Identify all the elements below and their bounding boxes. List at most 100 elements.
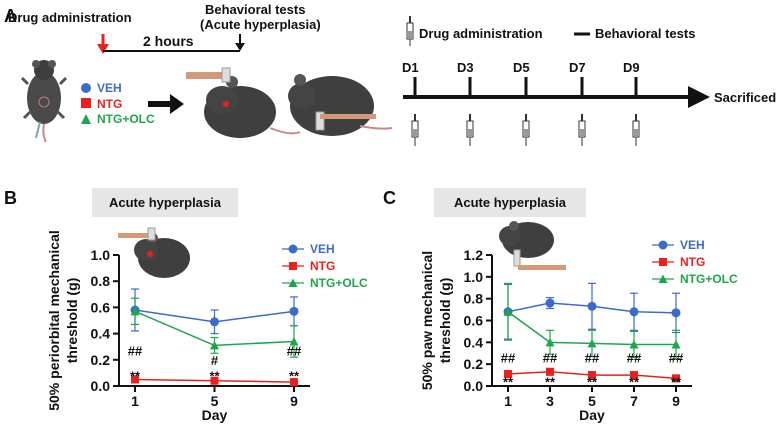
- legend-marker: [658, 274, 668, 283]
- y-axis-title: 50% paw mechanical threshold (g): [419, 251, 453, 390]
- syringe-icon: [406, 16, 414, 46]
- y-tick-label: 1.2: [464, 247, 484, 263]
- legend-marker: [659, 258, 667, 266]
- syringe-icon: [522, 114, 530, 146]
- end-arrow-head: [235, 43, 245, 51]
- y-axis-title-line1: 50% paw mechanical: [419, 251, 435, 390]
- group-legend: VEH NTG NTG+OLC: [81, 81, 155, 126]
- data-point: [587, 338, 597, 348]
- y-axis-title-line2: threshold (g): [437, 278, 453, 364]
- timeline-day-label: D9: [623, 60, 640, 75]
- syringe-icon: [411, 114, 419, 146]
- significance-label: **: [209, 369, 220, 384]
- significance-label: ##: [128, 344, 143, 359]
- significance-label: **: [629, 375, 640, 390]
- significance-label: **: [671, 375, 682, 390]
- arrow-right-icon: [148, 94, 184, 114]
- panel-b: B Acute hyperplasia 0.0 0.2 0.4 0.6 0.8 1.0 1 5…: [4, 188, 368, 423]
- y-tick-label: 0.0: [91, 378, 111, 394]
- x-tick-label: 5: [211, 393, 219, 409]
- series-ntg-olc: [503, 282, 681, 360]
- y-axis-title-line2: threshold (g): [64, 278, 80, 364]
- y-tick-label: 0.4: [464, 334, 484, 350]
- data-point: [210, 317, 219, 327]
- mouse-face-test-illustration: [186, 67, 301, 138]
- panel-c-banner: Acute hyperplasia: [454, 195, 567, 210]
- timeline-end-label: Sacrificed: [714, 90, 776, 105]
- significance-label: ##: [543, 351, 558, 366]
- timeline-day-label: D5: [513, 60, 530, 75]
- chart-b: 0.0 0.2 0.4 0.6 0.8 1.0 1 5 9 Day 50% periorbital …: [46, 230, 368, 423]
- drug-admin-label: Drug administration: [8, 10, 132, 25]
- y-tick-label: 0.6: [91, 299, 111, 315]
- panel-c-mouse-illustration: [499, 221, 566, 270]
- syringe-icon: [632, 114, 640, 146]
- interval-label: 2 hours: [143, 33, 194, 49]
- significance-label: **: [130, 369, 141, 384]
- data-point: [504, 369, 512, 378]
- start-arrow-head: [97, 44, 109, 54]
- y-tick-label: 0.6: [464, 313, 484, 329]
- legend-label: NTG+OLC: [680, 272, 738, 286]
- legend-marker: [288, 244, 298, 254]
- data-point: [130, 306, 140, 316]
- panel-c-banner-bg: [434, 188, 586, 217]
- panel-b-letter: B: [4, 188, 17, 208]
- syringe-icon: [578, 114, 586, 146]
- legend-veh: VEH: [97, 81, 122, 95]
- significance-label: **: [503, 375, 514, 390]
- y-tick-label: 0.8: [464, 291, 484, 307]
- syringe-icon: [466, 114, 474, 146]
- timeline-legend-drug: Drug administration: [419, 26, 543, 41]
- legend-marker: [288, 278, 298, 287]
- legend-label: NTG+OLC: [310, 276, 368, 290]
- data-point: [629, 307, 639, 317]
- legend-marker-ntg-olc: [81, 114, 91, 124]
- significance-label: ##: [669, 351, 684, 366]
- panel-b-mouse-illustration: [118, 227, 190, 278]
- behavioral-label-line1: Behavioral tests: [205, 2, 305, 17]
- data-point: [289, 336, 299, 346]
- y-tick-label: 0.4: [91, 326, 111, 342]
- chart-c: 0.0 0.2 0.4 0.6 0.8 1.0 1.2 1 3 5 7 9 Day 50% paw mec…: [419, 238, 738, 423]
- data-point: [131, 375, 139, 384]
- significance-label: **: [545, 375, 556, 390]
- significance-label: **: [587, 375, 598, 390]
- panel-a: A Drug administration Behavioral tests (…: [4, 2, 776, 146]
- data-point: [210, 340, 219, 350]
- legend-label: VEH: [310, 242, 335, 256]
- panel-c-letter: C: [383, 188, 396, 208]
- y-tick-label: 0.2: [91, 352, 111, 368]
- data-point: [290, 378, 298, 387]
- significance-label: #: [211, 353, 219, 368]
- data-point: [545, 298, 555, 308]
- data-point: [629, 340, 639, 349]
- significance-label: **: [289, 369, 300, 384]
- timeline-arrow-head: [688, 86, 710, 108]
- timeline-day-label: D7: [569, 60, 586, 75]
- x-tick-label: 7: [630, 393, 638, 409]
- data-point: [671, 340, 681, 349]
- panel-b-banner: Acute hyperplasia: [109, 195, 222, 210]
- panel-a-letter: A: [4, 6, 17, 26]
- x-tick-label: 9: [290, 393, 298, 409]
- y-tick-label: 0.8: [91, 273, 111, 289]
- legend-label: NTG: [680, 255, 705, 269]
- timeline-day-label: D3: [457, 60, 474, 75]
- timeline-legend-behavior: Behavioral tests: [595, 26, 695, 41]
- x-tick-label: 1: [131, 393, 139, 409]
- legend-marker: [658, 240, 668, 250]
- x-tick-label: 1: [504, 393, 512, 409]
- significance-label: ##: [501, 351, 516, 366]
- series-ntg: [504, 367, 680, 383]
- legend-marker-ntg: [81, 98, 91, 108]
- y-tick-label: 1.0: [464, 269, 484, 285]
- timeline: Sacrificed D1 D3 D5 D7 D9: [402, 60, 776, 146]
- timeline-legend: Drug administration Behavioral tests: [406, 16, 695, 46]
- data-point: [545, 337, 555, 347]
- y-axis-title-line1: 50% periorbital mechanical: [46, 230, 62, 411]
- x-tick-label: 3: [546, 393, 554, 409]
- series-veh: [130, 288, 299, 335]
- x-axis-title: Day: [579, 407, 605, 423]
